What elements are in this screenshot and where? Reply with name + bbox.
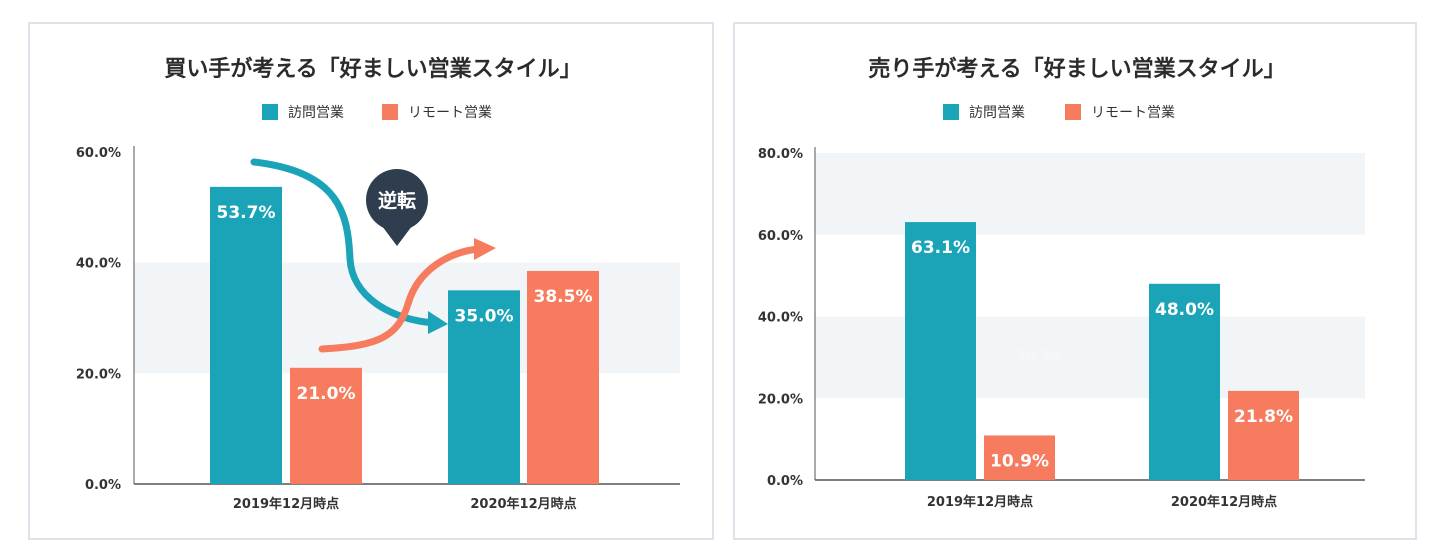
grid-band bbox=[815, 316, 1365, 399]
legend-swatch-remote bbox=[382, 104, 398, 120]
visit-arrow-head bbox=[428, 311, 448, 334]
bar-value-label: 21.8% bbox=[1234, 407, 1293, 427]
reversal-arrows bbox=[250, 158, 496, 353]
bar-remote-1 bbox=[527, 270, 599, 484]
buyer-chart-panel: 買い手が考える「好ましい営業スタイル」訪問営業 リモート営業 0.0% 20.0% 40… bbox=[28, 22, 714, 540]
y-tick-label: 20.0% bbox=[76, 367, 121, 382]
legend-swatch-visit bbox=[262, 104, 278, 120]
bar-remote-0 bbox=[290, 367, 362, 484]
badge-pointer bbox=[382, 226, 412, 246]
x-category-label: 2019年12月時点 bbox=[927, 494, 1033, 510]
bar-visit-0 bbox=[210, 186, 282, 485]
badge-circle bbox=[366, 169, 428, 231]
y-tick-label: 60.0% bbox=[758, 229, 803, 244]
chart-title: 買い手が考える「好ましい営業スタイル」 bbox=[164, 56, 581, 82]
grid-band bbox=[815, 153, 1365, 235]
ghost-value-label: 10.9% bbox=[1018, 349, 1062, 365]
y-tick-label: 60.0% bbox=[76, 146, 121, 161]
legend-label-remote: リモート営業 bbox=[408, 105, 492, 121]
x-category-label: 2020年12月時点 bbox=[1171, 494, 1277, 510]
visit-trend-arrow bbox=[250, 158, 439, 327]
legend-label-visit: 訪問営業 bbox=[288, 105, 344, 121]
x-category-label: 2019年12月時点 bbox=[233, 496, 339, 512]
reversal-badge: 逆転 bbox=[366, 169, 428, 246]
legend: 訪問営業 リモート営業 bbox=[943, 104, 1175, 121]
reversal-badge-label: 逆転 bbox=[378, 189, 416, 212]
remote-trend-arrow bbox=[318, 245, 482, 353]
chart-title: 売り手が考える「好ましい営業スタイル」 bbox=[868, 56, 1285, 82]
y-tick-label: 80.0% bbox=[758, 147, 803, 162]
bar-remote-1 bbox=[1228, 390, 1299, 480]
seller-chart: 売り手が考える「好ましい営業スタイル」訪問営業 リモート営業 0.0% 20.0% 40… bbox=[758, 56, 1365, 510]
legend-swatch-visit bbox=[943, 104, 959, 120]
legend-label-visit: 訪問営業 bbox=[969, 105, 1025, 121]
bar-visit-0 bbox=[905, 222, 976, 481]
bar-value-label: 63.1% bbox=[911, 238, 970, 258]
legend-label-remote: リモート営業 bbox=[1091, 105, 1175, 121]
bar-visit-1 bbox=[1149, 283, 1220, 480]
seller-chart-panel: 売り手が考える「好ましい営業スタイル」訪問営業 リモート営業 0.0% 20.0% 40… bbox=[733, 22, 1417, 540]
y-tick-label: 40.0% bbox=[76, 257, 121, 272]
legend-swatch-remote bbox=[1065, 104, 1081, 120]
y-tick-label: 0.0% bbox=[85, 478, 121, 493]
bar-value-label: 21.0% bbox=[297, 384, 356, 404]
bar-value-label: 10.9% bbox=[990, 451, 1049, 471]
bar-value-label: 48.0% bbox=[1155, 300, 1214, 320]
bar-value-label: 53.7% bbox=[217, 203, 276, 223]
y-tick-label: 40.0% bbox=[758, 311, 803, 326]
remote-arrow-head bbox=[474, 238, 496, 260]
buyer-chart: 買い手が考える「好ましい営業スタイル」訪問営業 リモート営業 0.0% 20.0% 40… bbox=[76, 56, 680, 512]
bar-value-label: 35.0% bbox=[455, 306, 514, 326]
bar-value-label: 38.5% bbox=[534, 287, 593, 307]
bar-remote-0 bbox=[984, 435, 1055, 480]
y-tick-label: 20.0% bbox=[758, 392, 803, 407]
bar-visit-1 bbox=[448, 290, 520, 484]
y-tick-label: 0.0% bbox=[767, 474, 803, 489]
x-category-label: 2020年12月時点 bbox=[470, 496, 576, 512]
legend: 訪問営業 リモート営業 bbox=[262, 104, 492, 121]
